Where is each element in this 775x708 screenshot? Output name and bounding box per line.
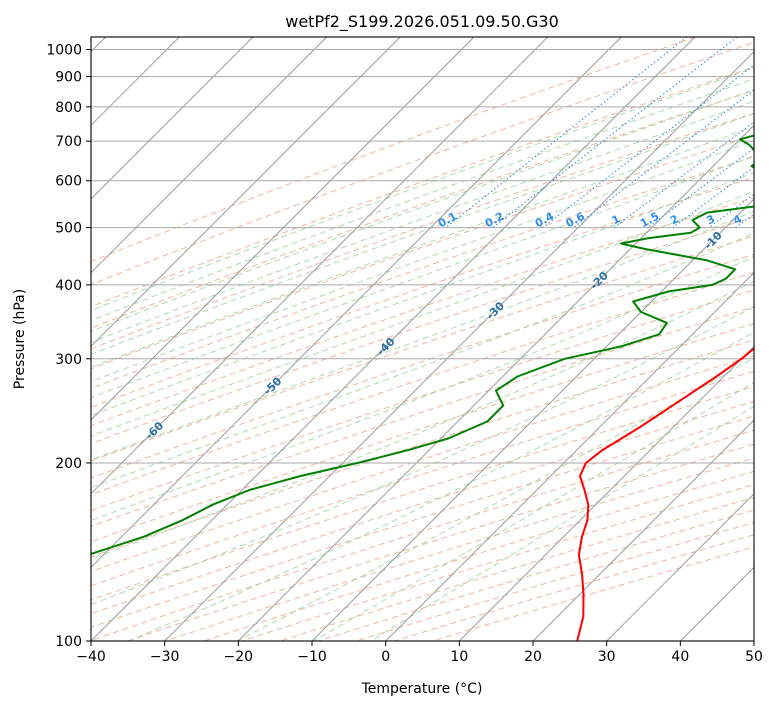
y-tick-label: 300: [55, 352, 82, 368]
moist-adiabat: [91, 125, 754, 368]
y-tick-label: 1000: [46, 43, 82, 59]
mixing-ratio-line: [573, 89, 754, 229]
y-tick-label: 500: [55, 221, 82, 237]
dry-adiabat: [91, 196, 754, 427]
chart-title: wetPf2_S199.2026.051.09.50.G30: [285, 12, 559, 32]
x-tick-label: −30: [150, 649, 180, 665]
moist-adiabat: [91, 78, 754, 322]
moist-adiabat: [91, 190, 754, 437]
dry-adiabat: [91, 66, 754, 308]
x-tick-label: 0: [381, 649, 390, 665]
isotherm: [237, 124, 754, 641]
plot-area: 0.10.20.40.611.5234681013162025303601020…: [91, 37, 754, 641]
moist-adiabat: [91, 232, 754, 489]
isotherm: [91, 37, 475, 421]
isotherm: [606, 492, 754, 641]
x-tick-label: 50: [745, 649, 763, 665]
x-tick-label: 20: [524, 649, 542, 665]
moist-adiabat: [91, 155, 754, 398]
dry-adiabat: [91, 306, 754, 527]
isotherm: [458, 345, 754, 641]
isotherm: [91, 37, 328, 274]
x-tick-label: 40: [671, 649, 689, 665]
dry-adiabat: [91, 41, 754, 286]
y-tick-label: 100: [55, 634, 82, 650]
x-tick-label: −40: [76, 649, 106, 665]
axis-ticks: −40 −30 −20 −10 0 10 20 30 40 50 100 200 300 400 500 60…: [46, 43, 763, 665]
moist-adiabat: [91, 67, 754, 311]
isotherm: [164, 50, 754, 641]
moist-adiabat: [91, 306, 754, 605]
dry-adiabat: [91, 156, 754, 389]
dry-adiabat: [91, 216, 754, 445]
moist-adiabat: [91, 255, 754, 521]
moist-adiabat: [128, 331, 754, 641]
mixing-ratio-line: [542, 64, 754, 229]
y-axis-label: Pressure (hPa): [12, 289, 28, 389]
y-tick-label: 800: [55, 100, 82, 116]
plot-frame: [90, 36, 755, 642]
y-tick-label: 200: [55, 456, 82, 472]
y-tick-label: 900: [55, 70, 82, 86]
x-tick-label: −10: [297, 649, 327, 665]
moist-adiabat: [91, 139, 754, 383]
y-tick-label: 400: [55, 278, 82, 294]
y-tick-label: 700: [55, 134, 82, 150]
dry-adiabat: [91, 355, 754, 572]
moist-adiabat: [313, 381, 754, 641]
isotherm: [91, 37, 696, 641]
dry-adiabat: [91, 37, 696, 263]
isotherm: [91, 37, 401, 348]
x-tick-label: 30: [598, 649, 616, 665]
moist-adiabat: [91, 112, 754, 355]
isotherm: [385, 271, 754, 641]
x-tick-label: −20: [224, 649, 254, 665]
x-axis-label: Temperature (°C): [361, 681, 483, 697]
moist-adiabat: [91, 172, 754, 417]
isotherm: [532, 419, 754, 641]
temperature-profile-line: [576, 347, 754, 641]
isotherm: [91, 37, 622, 569]
dry-adiabat: [91, 253, 754, 479]
dewpoint-profile-line: [91, 134, 754, 555]
dry-adiabat: [91, 339, 754, 558]
y-tick-label: 600: [55, 174, 82, 190]
dry-adiabat: [91, 386, 754, 601]
x-tick-label: 10: [450, 649, 468, 665]
isotherm: [311, 198, 754, 641]
mixing-ratio-line: [672, 166, 754, 229]
isotherm: [91, 37, 549, 495]
dry-adiabat: [91, 176, 754, 408]
isotherm: [91, 37, 254, 200]
moist-adiabat: [91, 89, 754, 332]
